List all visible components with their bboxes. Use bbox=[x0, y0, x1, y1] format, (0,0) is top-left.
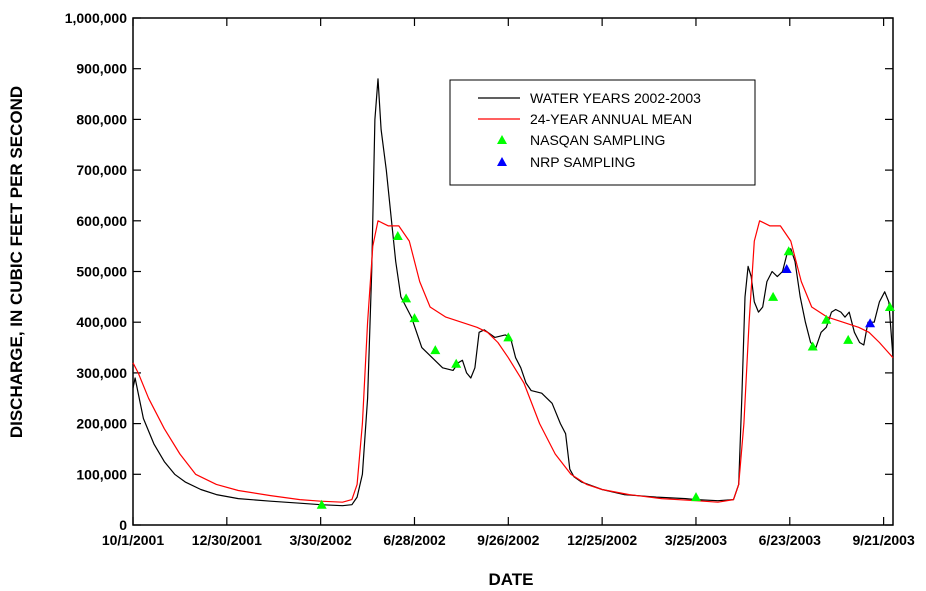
y-tick-label: 300,000 bbox=[76, 365, 127, 381]
legend-label-annual-mean: 24-YEAR ANNUAL MEAN bbox=[530, 111, 692, 127]
legend-label-nrp: NRP SAMPLING bbox=[530, 154, 636, 170]
legend: WATER YEARS 2002-2003 24-YEAR ANNUAL MEA… bbox=[449, 79, 756, 186]
x-tick-label: 3/30/2002 bbox=[290, 532, 352, 548]
nasqan-sample-marker bbox=[807, 341, 818, 351]
nasqan-sample-marker bbox=[316, 499, 327, 509]
legend-label-nasqan: NASQAN SAMPLING bbox=[530, 132, 665, 148]
x-tick-label: 9/21/2003 bbox=[852, 532, 914, 548]
y-axis-title: DISCHARGE, IN CUBIC FEET PER SECOND bbox=[7, 86, 26, 438]
x-tick-label: 10/1/2001 bbox=[102, 532, 164, 548]
y-tick-label: 100,000 bbox=[76, 466, 127, 482]
y-tick-label: 500,000 bbox=[76, 264, 127, 280]
legend-marker-nasqan bbox=[497, 135, 507, 144]
y-tick-label: 900,000 bbox=[76, 61, 127, 77]
nasqan-sample-marker bbox=[783, 246, 794, 256]
x-axis-title: DATE bbox=[488, 570, 533, 589]
y-axis: 0 100,000 200,000 300,000 400,000 500,000 600,… bbox=[65, 10, 893, 533]
nasqan-sample-marker bbox=[821, 314, 832, 324]
nasqan-sample-marker bbox=[884, 302, 895, 311]
plot-area: 0 100,000 200,000 300,000 400,000 500,000 600,… bbox=[65, 10, 915, 548]
legend-label-water-years: WATER YEARS 2002-2003 bbox=[530, 90, 701, 106]
nasqan-sample-marker bbox=[451, 358, 462, 368]
y-tick-label: 200,000 bbox=[76, 416, 127, 432]
nasqan-sample-marker bbox=[401, 293, 412, 303]
nasqan-sample-marker bbox=[768, 291, 779, 301]
x-tick-label: 9/26/2002 bbox=[477, 532, 539, 548]
series-line-annual-mean bbox=[132, 220, 894, 503]
marker-layer bbox=[316, 231, 895, 509]
legend-marker-nrp bbox=[497, 157, 507, 166]
y-tick-label: 1,000,000 bbox=[65, 10, 127, 26]
nrp-sample-marker bbox=[865, 318, 876, 328]
nasqan-sample-marker bbox=[503, 332, 514, 342]
nasqan-sample-marker bbox=[409, 313, 420, 323]
series-line-water-years bbox=[132, 78, 894, 507]
y-tick-label: 700,000 bbox=[76, 162, 127, 178]
y-tick-label: 800,000 bbox=[76, 111, 127, 127]
y-tick-label: 600,000 bbox=[76, 213, 127, 229]
x-tick-label: 6/23/2003 bbox=[759, 532, 821, 548]
nasqan-sample-marker bbox=[430, 345, 441, 355]
nrp-sample-marker bbox=[781, 264, 792, 273]
nasqan-sample-marker bbox=[843, 334, 854, 344]
nasqan-sample-marker bbox=[691, 492, 701, 502]
series-layer bbox=[132, 78, 894, 507]
x-tick-label: 12/30/2001 bbox=[192, 532, 262, 548]
x-tick-label: 3/25/2003 bbox=[665, 532, 727, 548]
x-axis: 10/1/2001 12/30/2001 3/30/2002 6/28/2002 9/2… bbox=[102, 18, 915, 548]
y-tick-label: 400,000 bbox=[76, 314, 127, 330]
x-tick-label: 6/28/2002 bbox=[383, 532, 445, 548]
y-tick-label: 0 bbox=[119, 517, 127, 533]
nasqan-sample-marker bbox=[392, 231, 403, 240]
x-tick-label: 12/25/2002 bbox=[567, 532, 637, 548]
